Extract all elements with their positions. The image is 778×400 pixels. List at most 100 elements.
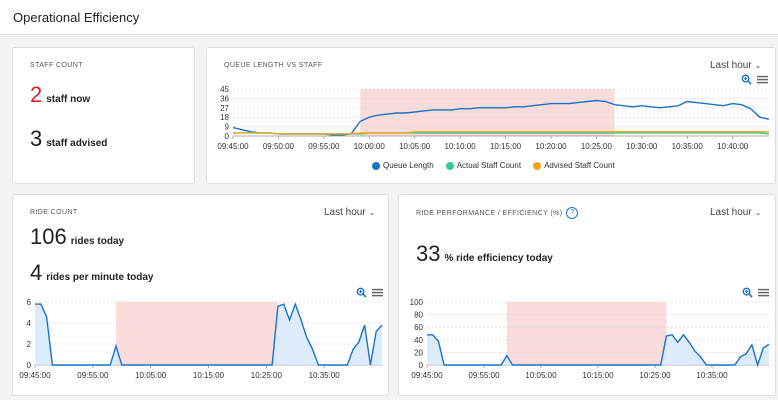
efficiency-stat: 33 % ride efficiency today	[416, 243, 553, 265]
x-tick-label: 10:35:00	[309, 371, 341, 380]
y-tick-label: 100	[410, 298, 424, 307]
legend-label-queue: Queue Length	[383, 161, 434, 170]
x-tick-label: 10:05:00	[399, 142, 431, 151]
top-bar: Operational Efficiency	[0, 0, 778, 35]
y-tick-label: 36	[220, 94, 229, 103]
y-tick-label: 9	[225, 123, 230, 132]
ride-count-title: RIDE COUNT	[30, 209, 78, 216]
staff-now-value: 2	[30, 82, 43, 107]
y-tick-label: 40	[414, 336, 423, 345]
y-tick-label: 60	[414, 323, 423, 332]
ride-performance-title: RIDE PERFORMANCE / EFFICIENCY (%)?	[416, 207, 579, 219]
ride-performance-card: RIDE PERFORMANCE / EFFICIENCY (%)? Last …	[398, 194, 776, 396]
perf-range-dropdown[interactable]: Last hour ⌄	[710, 207, 761, 218]
rides-today-stat: 106 rides today	[30, 226, 124, 248]
x-tick-label: 10:20:00	[535, 142, 567, 151]
x-tick-label: 10:30:00	[626, 142, 658, 151]
series-line-0	[427, 333, 770, 368]
x-tick-label: 09:55:00	[77, 371, 109, 380]
y-tick-label: 27	[220, 104, 229, 113]
chevron-down-icon: ⌄	[754, 61, 762, 70]
staff-advised-stat: 3 staff advised	[30, 128, 107, 150]
legend-queue-length[interactable]: Queue Length	[372, 161, 434, 170]
legend-label-advised: Advised Staff Count	[544, 161, 615, 170]
series-area	[427, 334, 769, 365]
x-tick-label: 10:00:00	[354, 142, 386, 151]
y-tick-label: 0	[419, 361, 424, 370]
y-tick-label: 20	[414, 348, 423, 357]
chevron-down-icon: ⌄	[368, 208, 376, 217]
rides-per-min-stat: 4 rides per minute today	[30, 262, 154, 284]
queue-chart-tools	[741, 74, 768, 85]
efficiency-label: % ride efficiency today	[444, 253, 553, 264]
rides-per-min-label: rides per minute today	[46, 272, 154, 283]
x-tick-label: 10:15:00	[582, 371, 614, 380]
y-tick-label: 80	[414, 311, 423, 320]
ride-count-card: RIDE COUNT Last hour ⌄ 106 rides today 4…	[12, 194, 389, 396]
y-tick-label: 0	[27, 361, 32, 370]
zoom-in-icon[interactable]	[356, 287, 367, 298]
menu-icon[interactable]	[372, 287, 383, 298]
menu-icon[interactable]	[758, 287, 769, 298]
legend-label-actual: Actual Staff Count	[456, 161, 522, 170]
legend-advised-staff[interactable]: Advised Staff Count	[533, 161, 615, 170]
x-tick-label: 09:45:00	[411, 371, 443, 380]
x-tick-label: 10:25:00	[581, 142, 613, 151]
rides-per-min-value: 4	[30, 260, 43, 285]
menu-icon[interactable]	[757, 74, 768, 85]
x-tick-label: 10:10:00	[445, 142, 477, 151]
x-tick-label: 10:15:00	[193, 371, 225, 380]
queue-range-label: Last hour	[710, 60, 752, 71]
queue-range-dropdown[interactable]: Last hour ⌄	[710, 60, 761, 71]
page-title: Operational Efficiency	[13, 10, 140, 25]
perf-chart-tools	[742, 287, 769, 298]
x-tick-label: 09:55:00	[308, 142, 340, 151]
series-area	[35, 304, 382, 365]
legend-actual-staff[interactable]: Actual Staff Count	[445, 161, 522, 170]
ride-chart-tools	[356, 287, 383, 298]
ride-chart: 0 2 4 6 09:45:00 09:55:00 10:05:00 10:15:00 10:2…	[19, 298, 383, 380]
queue-title: QUEUE LENGTH VS STAFF	[224, 62, 323, 69]
queue-legend: Queue Length Actual Staff Count Advised …	[372, 161, 615, 170]
staff-now-stat: 2 staff now	[30, 84, 90, 106]
rides-today-label: rides today	[70, 236, 125, 247]
x-tick-label: 09:45:00	[217, 142, 249, 151]
perf-range-label: Last hour	[710, 207, 752, 218]
x-tick-label: 10:35:00	[672, 142, 704, 151]
x-tick-label: 10:25:00	[639, 371, 671, 380]
x-tick-label: 10:40:00	[717, 142, 749, 151]
staff-count-card: STAFF COUNT 2 staff now 3 staff advised	[12, 47, 195, 184]
x-tick-label: 09:55:00	[468, 371, 500, 380]
chevron-down-icon: ⌄	[754, 208, 762, 217]
ride-range-label: Last hour	[324, 207, 366, 218]
staff-advised-label: staff advised	[46, 138, 108, 149]
help-icon[interactable]: ?	[566, 207, 579, 219]
perf-chart: 0 20 40 60 80 100 09:45:00 09:55:00 10:05:00 10:1…	[410, 298, 770, 380]
legend-dot-actual	[445, 161, 454, 170]
x-tick-label: 09:50:00	[263, 142, 295, 151]
staff-advised-value: 3	[30, 126, 43, 151]
y-tick-label: 0	[225, 132, 230, 141]
efficiency-value: 33	[416, 241, 441, 266]
x-tick-label: 10:05:00	[525, 371, 557, 380]
staff-now-label: staff now	[46, 94, 91, 105]
highlight-band	[506, 302, 667, 365]
y-tick-label: 18	[220, 113, 229, 122]
y-tick-label: 45	[220, 85, 229, 94]
y-tick-label: 4	[27, 319, 32, 328]
x-tick-label: 10:35:00	[696, 371, 728, 380]
x-tick-label: 10:25:00	[251, 371, 283, 380]
x-tick-label: 10:05:00	[135, 371, 167, 380]
series-line-2	[233, 131, 769, 135]
y-tick-label: 2	[27, 340, 32, 349]
ride-range-dropdown[interactable]: Last hour ⌄	[324, 207, 375, 218]
x-tick-label: 10:15:00	[490, 142, 522, 151]
y-tick-label: 6	[27, 298, 32, 307]
zoom-in-icon[interactable]	[742, 287, 753, 298]
zoom-in-icon[interactable]	[741, 74, 752, 85]
series-line-0	[35, 302, 383, 366]
ride-performance-title-text: RIDE PERFORMANCE / EFFICIENCY (%)	[416, 209, 563, 217]
rides-today-value: 106	[30, 224, 67, 249]
queue-card: QUEUE LENGTH VS STAFF Last hour ⌄ 0 9 18 27…	[206, 47, 776, 184]
